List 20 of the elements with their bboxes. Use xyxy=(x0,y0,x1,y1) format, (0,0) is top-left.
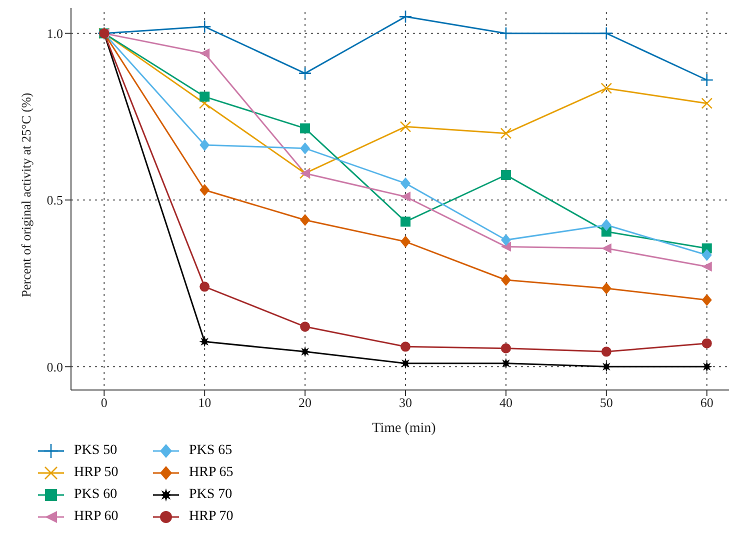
legend-label: HRP 65 xyxy=(189,465,234,481)
x-axis-title: Time (min) xyxy=(372,421,436,436)
x-tick-label: 20 xyxy=(298,395,312,410)
legend-label: PKS 65 xyxy=(189,443,232,459)
x-tick-label: 40 xyxy=(499,395,512,410)
x-tick-label: 30 xyxy=(399,395,412,410)
y-tick-label: 1.0 xyxy=(46,26,63,41)
x-tick-label: 60 xyxy=(700,395,714,410)
y-axis-title: Percent of original activity at 25°C (%) xyxy=(18,92,34,298)
x-tick-label: 50 xyxy=(600,395,613,410)
legend-label: PKS 50 xyxy=(74,443,118,459)
legend-label: HRP 50 xyxy=(74,465,118,481)
y-tick-label: 0.5 xyxy=(46,192,63,208)
legend-label: PKS 70 xyxy=(189,487,232,503)
y-tick-label: 0.0 xyxy=(46,359,63,374)
x-tick-label: 0 xyxy=(100,395,108,410)
legend-label: PKS 60 xyxy=(74,487,118,503)
legend-label: HRP 60 xyxy=(74,509,118,525)
x-tick-label: 10 xyxy=(198,395,212,410)
legend-label: HRP 70 xyxy=(189,509,234,525)
